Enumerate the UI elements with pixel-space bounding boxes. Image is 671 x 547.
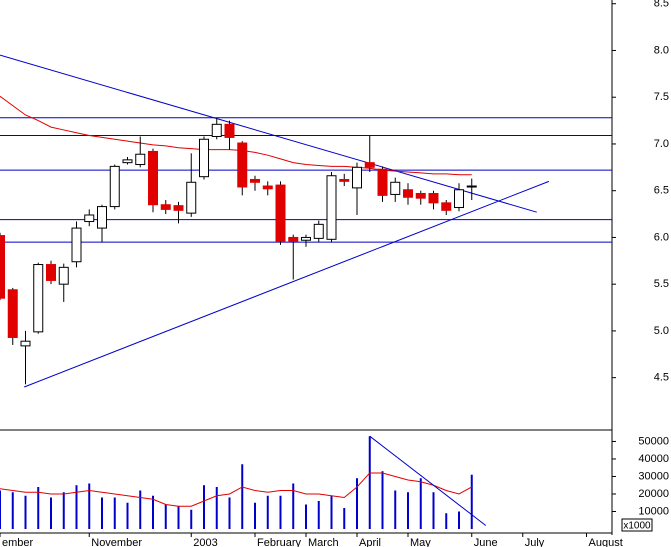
candle-body: [339, 178, 350, 182]
candle-body: [428, 193, 439, 204]
candle-body: [160, 204, 171, 210]
candle-body: [301, 236, 311, 241]
candle-body: [33, 264, 44, 333]
y-tick-label: 7.5: [654, 91, 669, 103]
candle-body: [454, 189, 464, 209]
x-tick-label: August: [589, 537, 623, 547]
candle-body: [390, 181, 401, 195]
candle-body: [288, 236, 299, 242]
candle-body: [377, 168, 388, 196]
y-tick-label: 10000: [638, 505, 669, 517]
candle-body: [71, 227, 82, 263]
trend-line: [24, 180, 550, 388]
candle-body: [403, 189, 413, 198]
x-tick-label: July: [525, 537, 545, 547]
y-tick-label: 50000: [638, 435, 669, 447]
y-tick-label: 8.5: [654, 0, 669, 10]
candle-body: [313, 223, 324, 239]
x-tick-label: 2003: [193, 537, 217, 547]
candle-body: [186, 181, 197, 214]
x-tick-label: April: [359, 537, 381, 547]
candle-body: [352, 166, 362, 189]
y-tick-label: 8.0: [654, 44, 669, 56]
y-tick-label: 7.0: [654, 138, 669, 150]
candle-body: [0, 235, 5, 299]
y-tick-label: 20000: [638, 488, 669, 500]
moving-average: [0, 95, 472, 176]
unit-label: x1000: [623, 521, 651, 532]
y-tick-label: 5.5: [654, 278, 669, 290]
candle-body: [20, 340, 31, 347]
candle-body: [122, 159, 133, 164]
candle-body: [275, 184, 286, 242]
candle-body: [148, 150, 158, 206]
candle-body: [58, 266, 69, 285]
y-tick-label: 6.0: [654, 231, 669, 243]
volume-average: [0, 472, 472, 507]
candle-body: [326, 175, 337, 240]
x-tick-label: May: [410, 537, 431, 547]
candle-body: [173, 205, 184, 211]
candle-body: [109, 165, 120, 208]
trend-line: [0, 54, 537, 213]
candle-body: [237, 142, 248, 188]
x-tick-label: March: [308, 537, 339, 547]
y-tick-label: 5.0: [654, 325, 669, 337]
y-tick-label: 40000: [638, 453, 669, 465]
x-tick-label: November: [91, 537, 142, 547]
y-tick-label: 4.5: [654, 372, 669, 384]
candle-body: [262, 185, 273, 190]
candle-body: [84, 214, 95, 223]
candle-body: [46, 264, 56, 281]
y-tick-label: 6.5: [654, 185, 669, 197]
trend-line: [369, 435, 487, 526]
y-tick-label: 30000: [638, 470, 669, 482]
candle-body: [199, 138, 209, 178]
x-tick-label: ember: [2, 537, 34, 547]
candle-body: [415, 193, 426, 199]
candle-body: [441, 202, 452, 211]
candle-body: [250, 178, 260, 183]
candle-body: [135, 153, 146, 166]
candle-body: [224, 123, 235, 138]
x-tick-label: June: [474, 537, 498, 547]
candle-body: [211, 123, 222, 137]
x-tick-label: February: [257, 537, 302, 547]
candle-body: [364, 162, 375, 168]
candle-body: [7, 289, 18, 338]
unit-box: [621, 518, 653, 532]
candle-body: [466, 185, 477, 188]
candle-body: [97, 206, 107, 229]
